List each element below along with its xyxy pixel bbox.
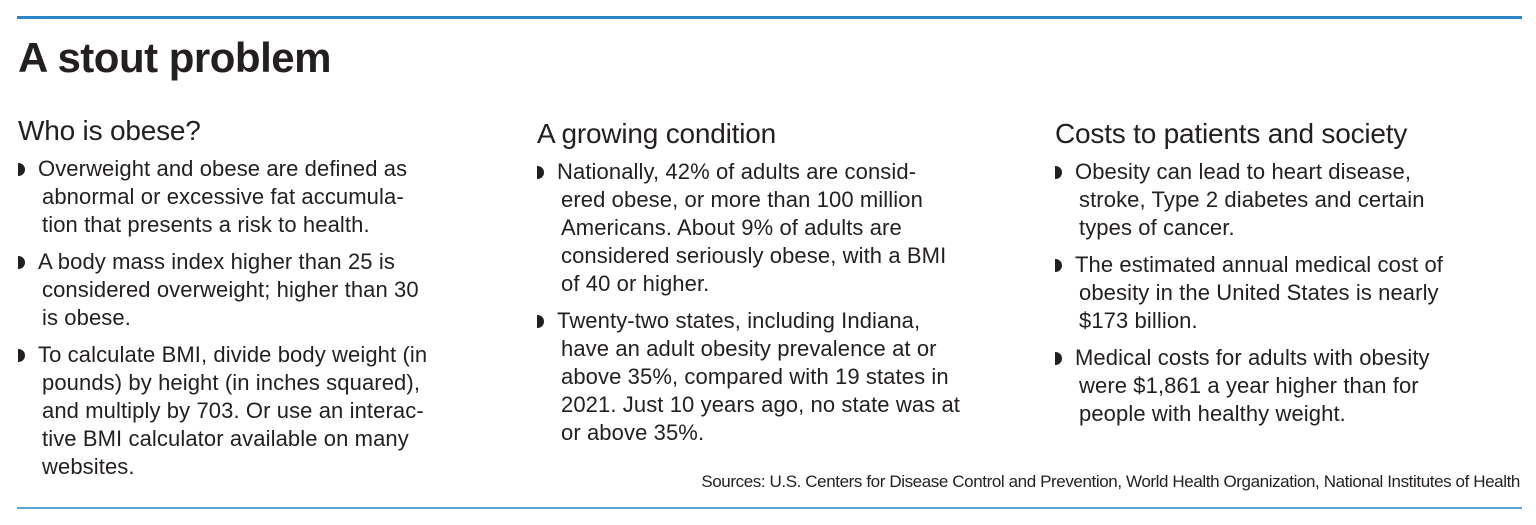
bullet-text-line: Overweight and obese are defined as <box>38 156 408 181</box>
bullet-text-line: stroke, Type 2 diabetes and certain <box>1079 187 1425 212</box>
top-rule <box>17 16 1522 19</box>
bullet-text-line: tive BMI calculator available on many <box>42 426 409 451</box>
column-costs: Costs to patients and society Obesity ca… <box>1055 116 1535 437</box>
bullet-item: A body mass index higher than 25 is consi… <box>18 248 498 332</box>
column-heading: A growing condition <box>537 118 777 149</box>
bullet-text-line: considered seriously obese, with a BMI <box>561 243 947 268</box>
half-circle-bullet-icon <box>18 349 25 362</box>
column-who-is-obese: Who is obese? Overweight and obese are d… <box>18 113 498 490</box>
half-circle-bullet-icon <box>18 163 25 176</box>
bullet-text-line: were $1,861 a year higher than for <box>1079 373 1419 398</box>
bullet-text-line: Medical costs for adults with obesity <box>1075 345 1430 370</box>
bullet-text-line: To calculate BMI, divide body weight (in <box>38 342 428 367</box>
bullet-text-line: 2021. Just 10 years ago, no state was at <box>561 392 961 417</box>
half-circle-bullet-icon <box>537 166 544 179</box>
half-circle-bullet-icon <box>1055 352 1062 365</box>
half-circle-bullet-icon <box>1055 259 1062 272</box>
bullet-text-line: is obese. <box>42 305 131 330</box>
page-title: A stout problem <box>18 34 331 81</box>
bullet-text-line: pounds) by height (in inches squared), <box>42 370 421 395</box>
bullet-text-line: Nationally, 42% of adults are consid- <box>557 159 917 184</box>
bullet-text-line: ered obese, or more than 100 million <box>561 187 923 212</box>
bullet-text-line: and multiply by 703. Or use an interac- <box>42 398 424 423</box>
bullet-text-line: have an adult obesity prevalence at or <box>561 336 937 361</box>
column-heading: Costs to patients and society <box>1055 118 1408 149</box>
bullet-text-line: Twenty-two states, including Indiana, <box>557 308 921 333</box>
bullet-text-line: people with healthy weight. <box>1079 401 1346 426</box>
column-heading: Who is obese? <box>18 115 201 146</box>
bullet-text-line: of 40 or higher. <box>561 271 710 296</box>
bullet-text-line: or above 35%. <box>561 420 705 445</box>
bullet-item: Nationally, 42% of adults are consid-ere… <box>537 158 1017 298</box>
bullet-item: Medical costs for adults with obesity wer… <box>1055 344 1535 428</box>
bullet-text-line: A body mass index higher than 25 is <box>38 249 395 274</box>
column-growing-condition: A growing condition Nationally, 42% of a… <box>537 116 1017 456</box>
sources-credit: Sources: U.S. Centers for Disease Contro… <box>701 472 1520 491</box>
bullet-text-line: above 35%, compared with 19 states in <box>561 364 949 389</box>
half-circle-bullet-icon <box>18 256 25 269</box>
bullet-text-line: $173 billion. <box>1079 308 1198 333</box>
bullet-item: Twenty-two states, including Indiana, hav… <box>537 307 1017 447</box>
bullet-text-line: tion that presents a risk to health. <box>42 212 370 237</box>
bottom-rule <box>17 507 1522 509</box>
bullet-text-line: The estimated annual medical cost of <box>1075 252 1444 277</box>
bullet-item: Obesity can lead to heart disease, stroke… <box>1055 158 1535 242</box>
bullet-item: To calculate BMI, divide body weight (in… <box>18 341 498 481</box>
bullet-text-line: obesity in the United States is nearly <box>1079 280 1439 305</box>
bullet-text-line: types of cancer. <box>1079 215 1235 240</box>
bullet-item: Overweight and obese are defined as abnor… <box>18 155 498 239</box>
half-circle-bullet-icon <box>537 315 544 328</box>
half-circle-bullet-icon <box>1055 166 1062 179</box>
bullet-text-line: websites. <box>42 454 135 479</box>
bullet-text-line: Obesity can lead to heart disease, <box>1075 159 1412 184</box>
bullet-item: The estimated annual medical cost of obes… <box>1055 251 1535 335</box>
bullet-text-line: abnormal or excessive fat accumula- <box>42 184 404 209</box>
bullet-text-line: considered overweight; higher than 30 <box>42 277 419 302</box>
bullet-text-line: Americans. About 9% of adults are <box>561 215 902 240</box>
